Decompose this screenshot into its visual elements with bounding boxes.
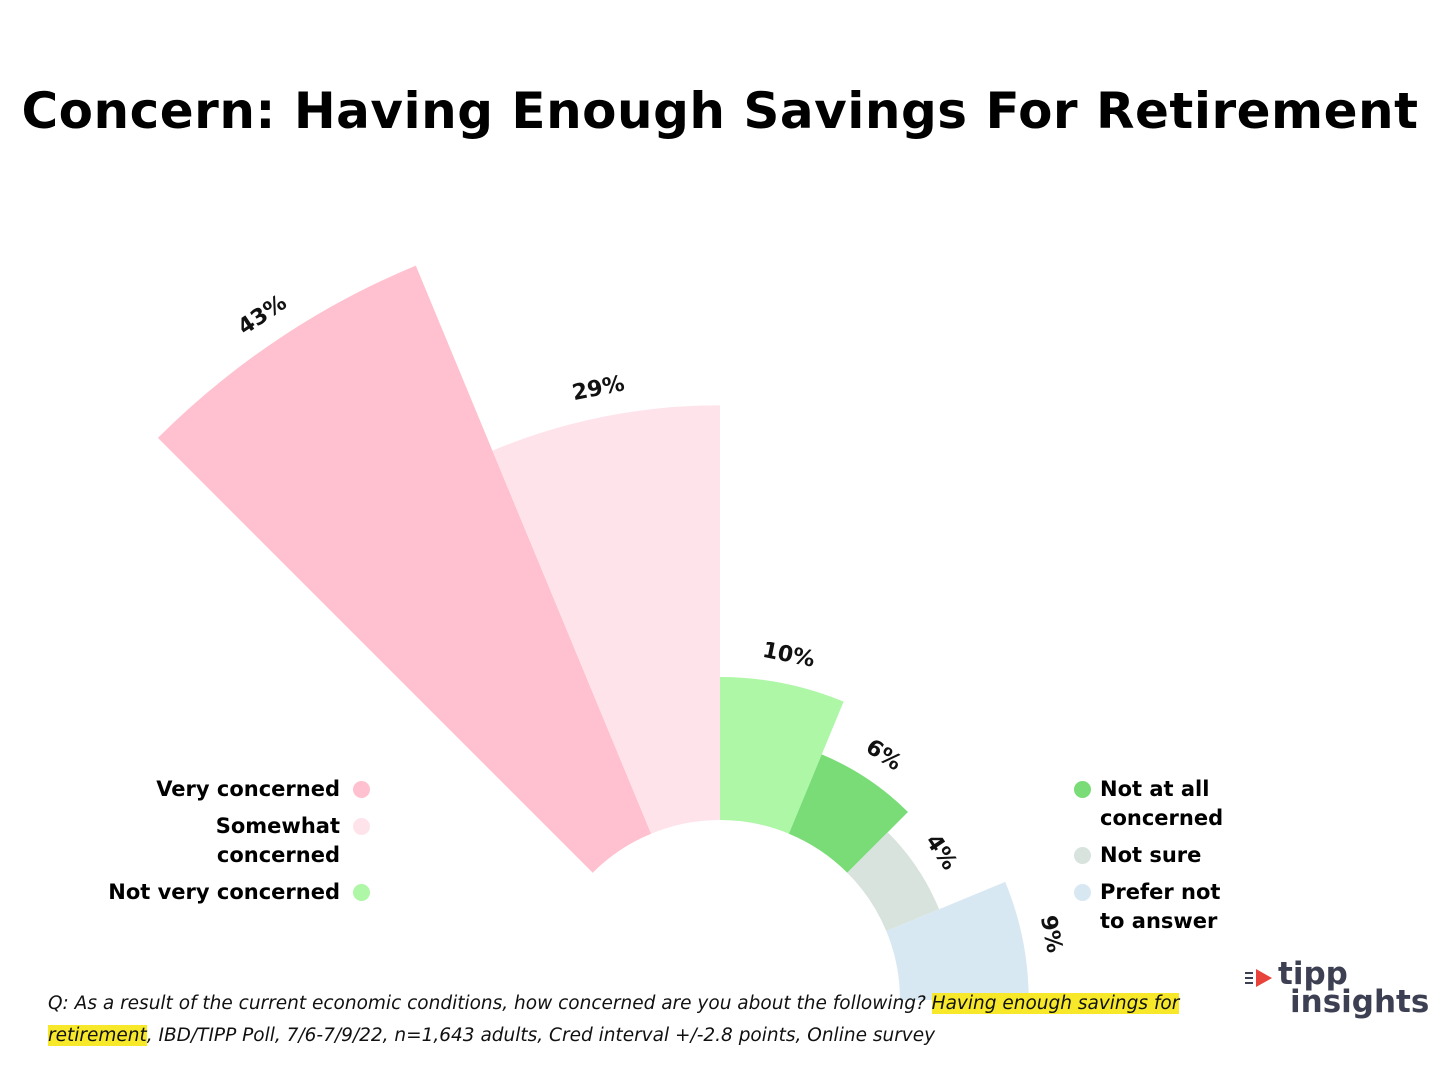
legend-swatch	[353, 818, 370, 835]
legend-label: Very concerned	[156, 777, 340, 801]
legend-label: Somewhat concerned	[215, 814, 340, 867]
legend-label: Not at all concerned	[1100, 777, 1224, 830]
legend-item-very-concerned: Very concerned	[90, 775, 370, 804]
legend-right: Not at all concerned Not sure Prefer not…	[1074, 775, 1274, 944]
footnote-suffix: , IBD/TIPP Poll, 7/6-7/9/22, n=1,643 adu…	[146, 1025, 936, 1046]
chart-title: Concern: Having Enough Savings For Retir…	[21, 82, 1419, 140]
footnote-prefix: Q: As a result of the current economic c…	[48, 993, 932, 1014]
bar-not-very-concerned	[720, 677, 844, 834]
tipp-insights-logo: tipp insights	[1244, 956, 1429, 1020]
legend-swatch	[353, 781, 370, 798]
legend-item-not-sure: Not sure	[1074, 841, 1274, 870]
legend-item-not-very-concerned: Not very concerned	[90, 878, 370, 907]
legend-swatch	[1074, 781, 1091, 798]
value-label-very-concerned: 43%	[234, 290, 292, 340]
value-label-not-very-concerned: 10%	[760, 638, 817, 673]
legend-swatch	[1074, 884, 1091, 901]
bar-not-at-all-concerned	[788, 754, 908, 873]
bar-somewhat-concerned	[492, 405, 720, 834]
bar-not-sure	[847, 832, 940, 932]
legend-label: Not very concerned	[108, 880, 340, 904]
footnote: Q: As a result of the current economic c…	[48, 988, 1228, 1052]
logo-line2: insights	[1290, 984, 1430, 1020]
legend-left: Very concerned Somewhat concerned Not ve…	[90, 775, 370, 915]
legend-swatch	[353, 884, 370, 901]
legend-item-somewhat-concerned: Somewhat concerned	[90, 812, 370, 870]
logo-line1: tipp	[1278, 956, 1348, 992]
value-label-not-sure: 4%	[920, 830, 962, 875]
legend-label: Prefer not to answer	[1100, 880, 1221, 933]
legend-label: Not sure	[1100, 843, 1202, 867]
value-label-prefer-not-to-answer: 9%	[1035, 913, 1067, 955]
bar-prefer-not-to-answer	[886, 881, 1029, 1000]
value-label-not-at-all-concerned: 6%	[861, 735, 906, 777]
logo-mark-icon	[1245, 969, 1272, 987]
bar-very-concerned	[157, 265, 652, 873]
legend-item-prefer-not-to-answer: Prefer not to answer	[1074, 878, 1274, 936]
value-label-somewhat-concerned: 29%	[570, 371, 627, 406]
legend-item-not-at-all-concerned: Not at all concerned	[1074, 775, 1274, 833]
legend-swatch	[1074, 847, 1091, 864]
